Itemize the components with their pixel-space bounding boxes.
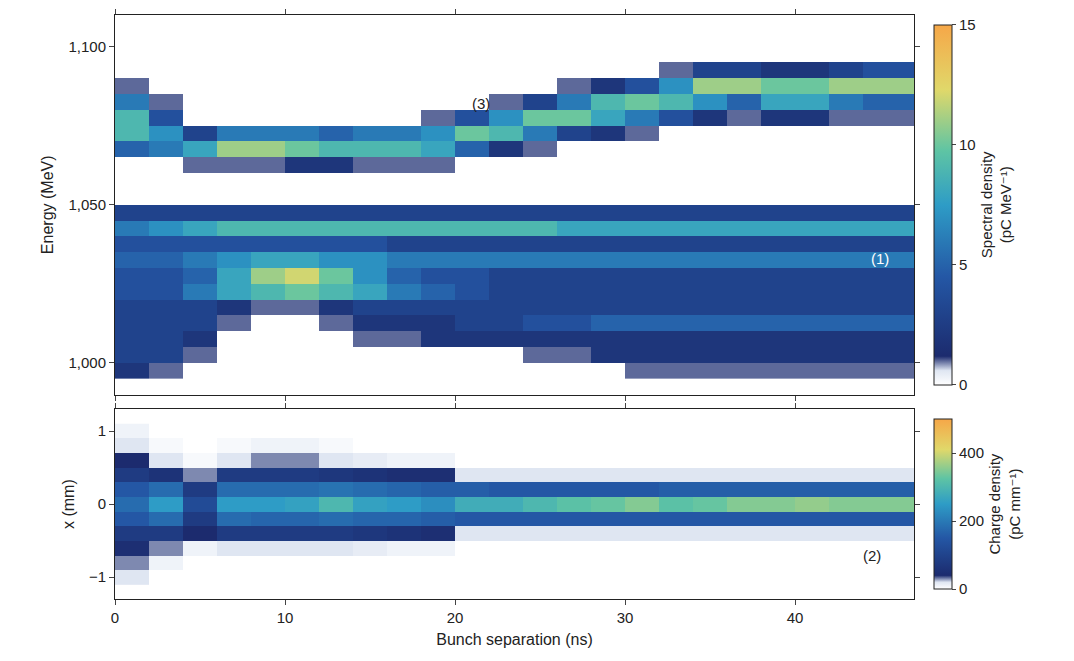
svg-text:Energy (MeV): Energy (MeV) [39, 155, 56, 254]
svg-text:10: 10 [959, 136, 976, 153]
svg-text:30: 30 [617, 609, 634, 626]
svg-text:(2): (2) [863, 547, 881, 564]
svg-text:1,100: 1,100 [68, 38, 106, 55]
svg-text:15: 15 [959, 16, 976, 33]
svg-text:−1: −1 [89, 568, 106, 585]
svg-text:40: 40 [787, 609, 804, 626]
svg-text:10: 10 [277, 609, 294, 626]
svg-text:1,050: 1,050 [68, 196, 106, 213]
svg-text:Charge density(pC mm⁻¹): Charge density(pC mm⁻¹) [986, 453, 1023, 554]
svg-text:Spectral density(pC MeV⁻¹): Spectral density(pC MeV⁻¹) [978, 151, 1015, 258]
svg-text:200: 200 [959, 512, 984, 529]
svg-text:1,000: 1,000 [68, 354, 106, 371]
svg-text:0: 0 [959, 580, 967, 597]
svg-text:(3): (3) [472, 95, 490, 112]
svg-text:1: 1 [98, 422, 106, 439]
svg-text:(1): (1) [871, 250, 889, 267]
svg-text:0: 0 [98, 495, 106, 512]
svg-text:5: 5 [959, 256, 967, 273]
svg-text:20: 20 [447, 609, 464, 626]
svg-text:0: 0 [959, 376, 967, 393]
svg-text:Bunch separation (ns): Bunch separation (ns) [436, 631, 593, 648]
svg-text:x (mm): x (mm) [60, 479, 77, 529]
svg-text:0: 0 [111, 609, 119, 626]
svg-text:400: 400 [959, 444, 984, 461]
